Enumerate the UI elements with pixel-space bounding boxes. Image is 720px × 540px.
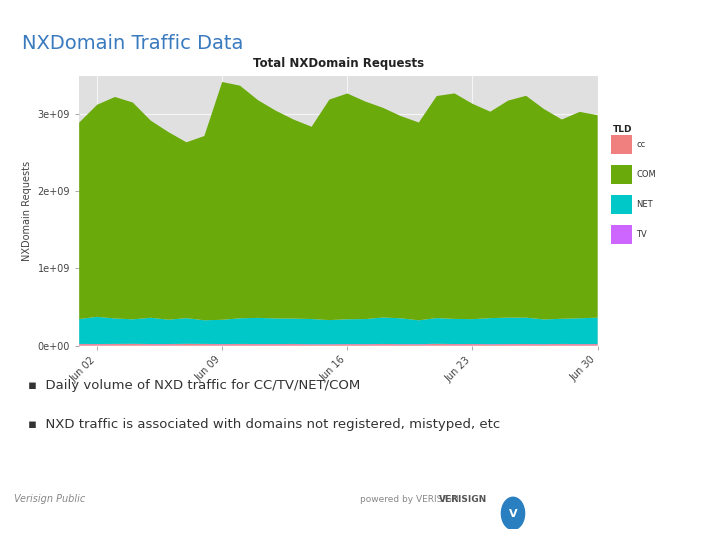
Bar (611, 165, 632, 184)
Text: cc: cc (636, 140, 646, 150)
Bar (611, 195, 632, 214)
Text: ▪  Daily volume of NXD traffic for CC/TV/NET/COM: ▪ Daily volume of NXD traffic for CC/TV/… (28, 379, 361, 392)
Text: NXDomain Traffic Data: NXDomain Traffic Data (22, 33, 243, 53)
Text: NET: NET (636, 200, 653, 209)
Text: TV: TV (636, 230, 647, 239)
Text: TLD: TLD (613, 125, 633, 134)
Circle shape (501, 497, 525, 530)
Bar (611, 136, 632, 154)
Text: Verisign Public: Verisign Public (14, 495, 86, 504)
Text: powered by VERISIGN: powered by VERISIGN (360, 495, 459, 504)
Text: ▪  NXD traffic is associated with domains not registered, mistyped, etc: ▪ NXD traffic is associated with domains… (28, 418, 500, 431)
Text: V: V (509, 509, 517, 519)
Title: Total NXDomain Requests: Total NXDomain Requests (253, 57, 424, 70)
Bar (611, 225, 632, 244)
Text: COM: COM (636, 170, 656, 179)
Text: VERISIGN: VERISIGN (438, 495, 487, 504)
Y-axis label: NXDomain Requests: NXDomain Requests (22, 160, 32, 261)
